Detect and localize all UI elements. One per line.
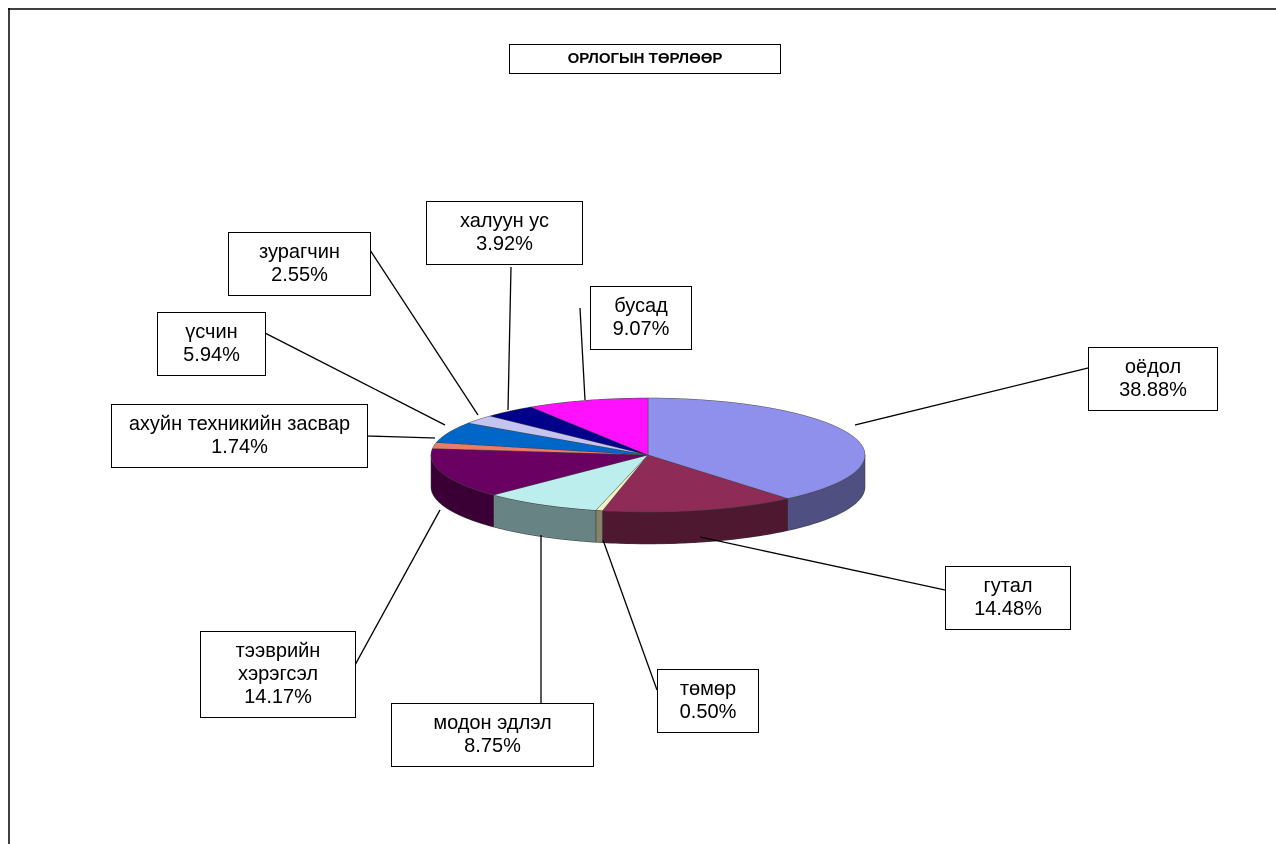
category-label: халуун ус <box>460 210 549 232</box>
data-label: модон эдлэл 8.75% <box>391 703 594 767</box>
slice <box>602 454 789 513</box>
slice <box>435 422 649 456</box>
leader-line <box>854 367 1089 426</box>
value-label: 9.07% <box>612 318 670 340</box>
leader-line <box>579 307 586 401</box>
chart-title: ОРЛОГЫН ТӨРЛӨӨР <box>509 44 781 74</box>
leader-line <box>699 536 946 591</box>
leader-line <box>369 249 479 416</box>
value-label: 38.88% <box>1119 379 1187 401</box>
leader-line <box>354 509 441 666</box>
value-label: 14.48% <box>974 598 1042 620</box>
data-label: оёдол 38.88% <box>1088 347 1218 411</box>
slice <box>529 397 649 456</box>
category-label: төмөр <box>679 678 737 700</box>
category-label: ахуйн техникийн засвар <box>128 413 351 435</box>
value-label: 3.92% <box>476 233 533 255</box>
category-label: бусад <box>614 295 668 317</box>
data-label: бусад 9.07% <box>590 286 692 350</box>
data-label: үсчин 5.94% <box>157 312 266 376</box>
leader-line <box>366 435 436 439</box>
category-label: тээврийн хэрэгсэл <box>235 640 321 685</box>
category-label: модон эдлэл <box>433 712 552 734</box>
category-label: гутал <box>983 575 1033 597</box>
category-label: үсчин <box>185 321 238 343</box>
slice <box>492 454 649 511</box>
leader-line <box>264 332 446 426</box>
value-label: 0.50% <box>679 701 737 723</box>
value-label: 8.75% <box>464 735 521 757</box>
slice <box>647 397 866 499</box>
slice <box>430 448 649 496</box>
leader-line <box>602 539 658 691</box>
category-label: зурагчин <box>259 241 340 263</box>
slice <box>467 415 649 456</box>
slice <box>488 406 649 456</box>
value-label: 14.17% <box>244 686 312 708</box>
slice-side <box>595 510 603 543</box>
data-label: зурагчин 2.55% <box>228 232 371 296</box>
data-label: төмөр 0.50% <box>657 669 759 733</box>
leader-line <box>507 266 512 411</box>
data-label: ахуйн техникийн засвар 1.74% <box>111 404 368 468</box>
value-label: 5.94% <box>183 344 240 366</box>
value-label: 1.74% <box>211 436 268 458</box>
data-label: гутал 14.48% <box>945 566 1071 630</box>
data-label: халуун ус 3.92% <box>426 201 583 265</box>
category-label: оёдол <box>1124 356 1182 378</box>
value-label: 2.55% <box>271 264 328 286</box>
data-label: тээврийн хэрэгсэл 14.17% <box>200 631 356 718</box>
